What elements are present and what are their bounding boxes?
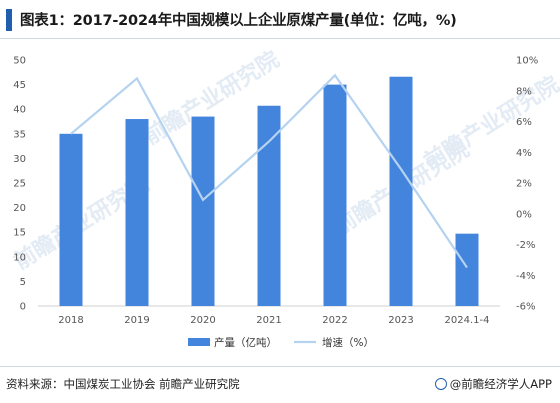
x-tick-label: 2022 — [322, 315, 347, 326]
bar-output — [324, 85, 347, 306]
y-left-tick-label: 45 — [13, 80, 26, 91]
bar-output — [192, 117, 215, 306]
x-tick-label: 2019 — [124, 315, 149, 326]
x-tick-label: 2024.1-4 — [445, 315, 490, 326]
x-tick-label: 2021 — [256, 315, 281, 326]
y-right-tick-label: -4% — [516, 271, 535, 282]
y-right-tick-label: 2% — [516, 179, 532, 190]
y-left-tick-label: 10 — [13, 252, 26, 263]
y-left-tick-label: 15 — [13, 228, 26, 239]
y-left-tick-label: 20 — [13, 203, 26, 214]
y-left-tick-label: 25 — [13, 179, 26, 190]
x-tick-label: 2020 — [190, 315, 215, 326]
credit-note: @前瞻经济学人APP — [435, 376, 552, 392]
watermark-text: 前瞻产业研究院 — [419, 71, 560, 175]
y-left-tick-label: 30 — [13, 154, 26, 165]
bar-line-chart: 前瞻产业研究院前瞻产业研究院前瞻产业研究院前瞻产业研究院051015202530… — [0, 40, 560, 366]
y-left-tick-label: 0 — [20, 302, 26, 313]
x-tick-label: 2023 — [388, 315, 413, 326]
source-note: 资料来源：中国煤炭工业协会 前瞻产业研究院 — [6, 376, 240, 392]
y-right-tick-label: -2% — [516, 240, 535, 251]
bar-output — [456, 234, 479, 306]
y-left-tick-label: 50 — [13, 56, 26, 67]
legend-bar-label: 产量（亿吨） — [214, 336, 277, 349]
footer: 资料来源：中国煤炭工业协会 前瞻产业研究院 @前瞻经济学人APP — [0, 366, 560, 403]
chart-title: 图表1：2017-2024年中国规模以上企业原煤产量(单位：亿吨，%) — [20, 9, 457, 30]
y-right-tick-label: -6% — [516, 302, 535, 313]
y-left-tick-label: 40 — [13, 105, 26, 116]
title-divider — [0, 38, 560, 39]
y-left-tick-label: 35 — [13, 129, 26, 140]
app-logo-icon — [435, 378, 447, 390]
credit-text: @前瞻经济学人APP — [450, 377, 552, 391]
y-right-tick-label: 6% — [516, 117, 532, 128]
bar-output — [60, 134, 83, 306]
title-accent-mark — [6, 9, 12, 31]
title-bar: 图表1：2017-2024年中国规模以上企业原煤产量(单位：亿吨，%) — [0, 0, 560, 40]
bar-output — [390, 77, 413, 306]
y-right-tick-label: 4% — [516, 148, 532, 159]
y-left-tick-label: 5 — [20, 277, 26, 288]
bar-output — [126, 119, 149, 306]
legend-line-label: 增速（%） — [322, 336, 374, 349]
y-right-tick-label: 10% — [516, 56, 538, 67]
y-right-tick-label: 0% — [516, 209, 532, 220]
bar-output — [258, 106, 281, 306]
legend-bar-swatch — [188, 338, 210, 346]
x-tick-label: 2018 — [58, 315, 83, 326]
y-right-tick-label: 8% — [516, 86, 532, 97]
